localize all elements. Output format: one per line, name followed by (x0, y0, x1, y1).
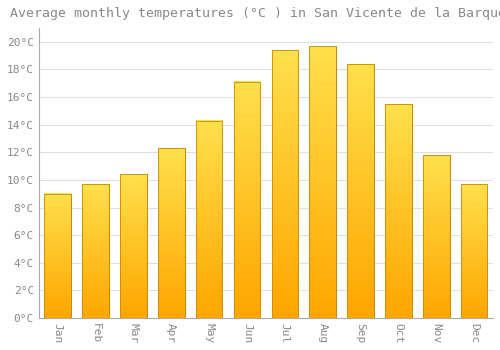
Bar (272, 50, 298, 318)
Title: Average monthly temperatures (°C ) in San Vicente de la Barquera: Average monthly temperatures (°C ) in Sa… (10, 7, 500, 20)
Bar (196, 120, 222, 318)
Bar (385, 104, 411, 318)
Bar (44, 194, 71, 318)
Bar (461, 184, 487, 318)
Bar (82, 184, 109, 318)
Bar (158, 148, 184, 318)
Bar (234, 82, 260, 318)
Bar (120, 174, 146, 318)
Bar (348, 64, 374, 318)
Bar (423, 155, 450, 318)
Bar (310, 46, 336, 318)
